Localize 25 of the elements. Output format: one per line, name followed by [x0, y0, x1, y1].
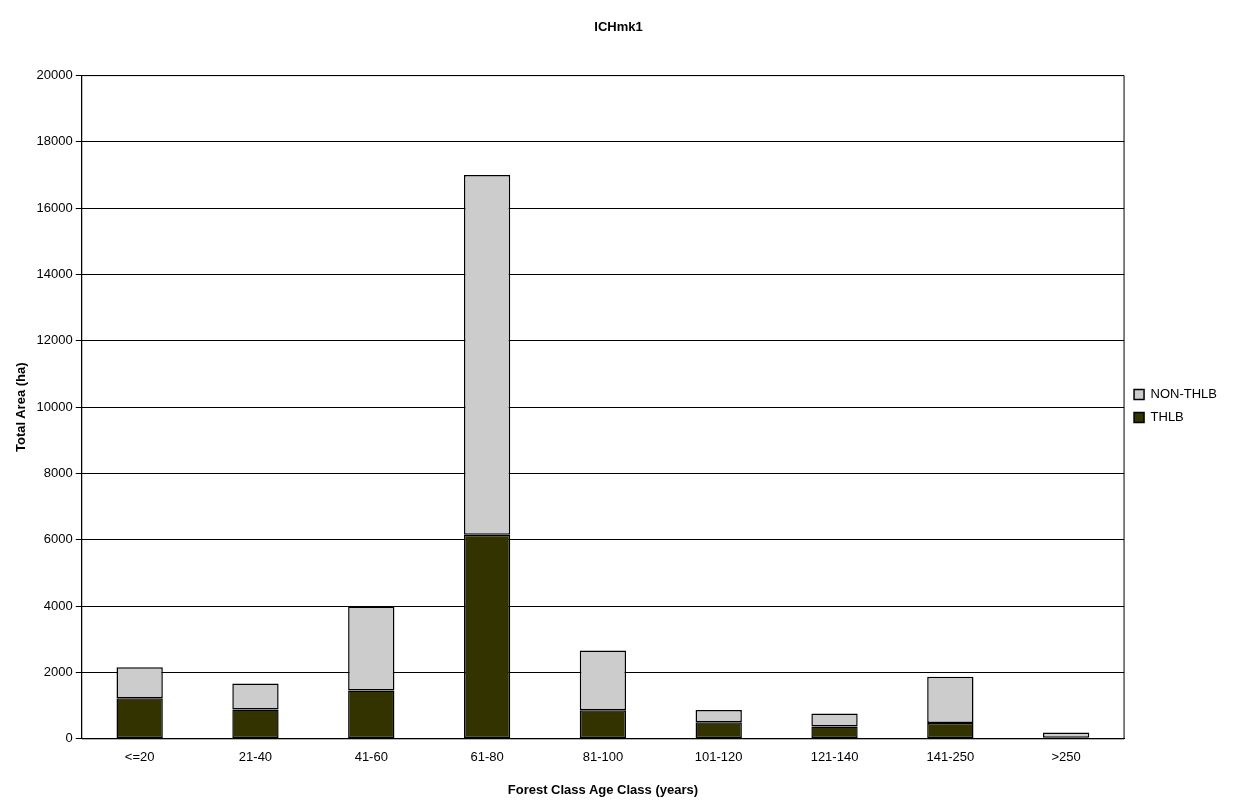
x-tick-label: 101-120: [694, 749, 743, 765]
y-tick-label: 8000: [43, 465, 73, 481]
y-tick-label: 6000: [43, 531, 73, 547]
y-tick-label: 14000: [36, 266, 73, 282]
y-tick-label: 2000: [43, 664, 73, 680]
y-axis-title: Total Area (ha): [13, 362, 29, 452]
x-tick-label: 81-100: [582, 749, 624, 765]
legend-label: THLB: [1150, 409, 1184, 425]
y-tick-label: 10000: [36, 398, 73, 414]
y-tick-label: 12000: [36, 332, 73, 348]
y-tick-label: 4000: [43, 597, 73, 613]
x-tick-label: <=20: [124, 749, 155, 765]
x-tick-label: >250: [1051, 749, 1081, 765]
x-tick-label: 121-140: [810, 749, 859, 765]
y-tick-label: 0: [65, 730, 73, 746]
y-tick-label: 16000: [36, 199, 73, 215]
chart-title: ICHmk1: [594, 19, 643, 35]
x-tick-label: 41-60: [354, 749, 388, 765]
x-tick-label: 61-80: [470, 749, 504, 765]
x-axis-title: Forest Class Age Class (years): [507, 781, 699, 797]
x-tick-label: 21-40: [238, 749, 273, 765]
legend-label: NON-THLB: [1150, 386, 1218, 402]
x-tick-label: 141-250: [926, 749, 975, 765]
y-tick-label: 18000: [36, 133, 73, 149]
y-tick-label: 20000: [36, 67, 73, 83]
